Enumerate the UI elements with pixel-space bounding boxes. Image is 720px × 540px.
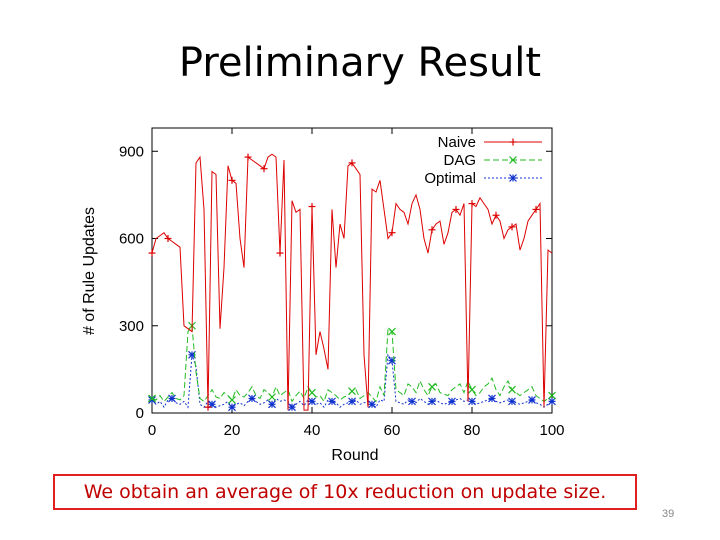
x-tick-label-5: 100 [539,422,564,439]
point-naive-20 [228,176,236,184]
point-optimal-90 [508,397,516,406]
point-dag-20 [228,395,236,404]
point-naive-32 [276,249,284,257]
point-naive-40 [308,203,316,211]
point-optimal-35 [288,403,296,412]
point-dag-30 [268,393,276,401]
series-line-dag [151,324,553,403]
point-optimal-0 [148,395,156,404]
y-tick-label-2: 600 [119,231,144,248]
point-naive-90 [508,223,516,231]
point-optimal-30 [268,400,276,409]
point-optimal-55 [368,400,376,409]
plot-frame [151,127,553,414]
point-naive-96 [532,205,540,213]
series-line-naive [151,153,553,411]
point-dag-50 [348,387,356,396]
chart-series [148,153,556,412]
slide-title: Preliminary Result [178,40,542,86]
point-optimal-95 [528,395,536,404]
point-naive-86 [492,211,500,219]
legend-marker-optimal [509,174,517,182]
point-naive-50 [348,159,356,167]
point-optimal-45 [328,397,336,406]
point-naive-80 [468,200,476,208]
point-optimal-85 [488,394,496,403]
x-tick-label-0: 0 [148,422,156,439]
x-tick-label-3: 60 [384,422,401,439]
point-dag-100 [548,391,556,400]
point-dag-40 [308,388,316,397]
point-optimal-70 [428,397,436,406]
page-number: 39 [662,508,675,520]
point-optimal-65 [408,397,416,406]
point-naive-4 [164,235,172,243]
point-optimal-50 [348,397,356,406]
point-dag-90 [508,385,516,394]
legend-label-optimal: Optimal [424,170,476,187]
point-naive-76 [452,205,460,213]
point-naive-24 [244,153,252,161]
x-tick-label-1: 20 [224,422,241,439]
y-tick-label-3: 900 [119,143,144,160]
x-tick-label-2: 40 [304,422,321,439]
point-optimal-20 [228,403,236,412]
point-naive-70 [428,226,436,234]
summary-callout: We obtain an average of 10x reduction on… [53,474,637,510]
point-naive-60 [388,229,396,237]
point-optimal-40 [308,397,316,406]
legend-label-dag: DAG [443,152,476,169]
point-dag-60 [388,327,396,336]
point-optimal-5 [168,394,176,403]
point-optimal-100 [548,397,556,406]
legend-marker-dag [509,156,517,164]
x-tick-label-4: 80 [464,422,481,439]
legend-label-naive: Naive [438,134,476,151]
legend-marker-naive [509,138,517,146]
point-optimal-80 [468,397,476,406]
y-tick-label-0: 0 [136,405,144,422]
point-naive-14 [204,403,212,411]
point-dag-0 [148,394,156,403]
x-axis-label: Round [331,447,378,464]
point-naive-0 [148,249,156,257]
point-optimal-75 [448,397,456,406]
point-dag-70 [428,382,436,391]
y-axis-label: # of Rule Updates [81,207,98,335]
point-optimal-25 [248,394,256,403]
chart-axes: 0 300 600 900 0 20 40 60 80 100 [119,127,565,439]
point-naive-28 [260,165,268,173]
y-tick-label-1: 300 [119,318,144,335]
point-dag-80 [468,385,476,394]
